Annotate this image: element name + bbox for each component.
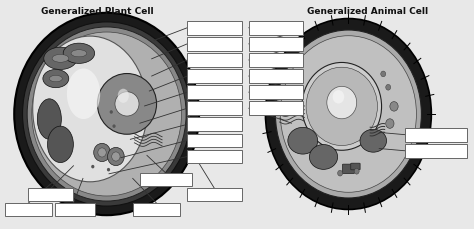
FancyBboxPatch shape: [342, 164, 354, 174]
FancyBboxPatch shape: [249, 22, 303, 35]
FancyBboxPatch shape: [405, 129, 467, 142]
FancyBboxPatch shape: [249, 102, 303, 116]
Text: Generalized Plant Cell: Generalized Plant Cell: [41, 7, 154, 16]
Ellipse shape: [265, 19, 431, 210]
Ellipse shape: [381, 72, 386, 77]
FancyBboxPatch shape: [187, 150, 242, 164]
Text: Generalized Animal Cell: Generalized Animal Cell: [307, 7, 428, 16]
Ellipse shape: [107, 168, 110, 172]
Ellipse shape: [306, 68, 377, 146]
Ellipse shape: [302, 63, 382, 151]
Ellipse shape: [115, 92, 139, 117]
FancyBboxPatch shape: [187, 70, 242, 84]
FancyBboxPatch shape: [351, 164, 360, 170]
Ellipse shape: [14, 14, 199, 215]
Ellipse shape: [49, 76, 62, 82]
FancyBboxPatch shape: [249, 38, 303, 52]
FancyBboxPatch shape: [133, 203, 180, 216]
Ellipse shape: [33, 37, 147, 182]
Ellipse shape: [63, 44, 95, 64]
Ellipse shape: [275, 31, 421, 198]
FancyBboxPatch shape: [187, 38, 242, 52]
Ellipse shape: [43, 70, 69, 88]
Ellipse shape: [108, 148, 124, 166]
FancyBboxPatch shape: [187, 134, 242, 148]
Ellipse shape: [333, 91, 344, 104]
Ellipse shape: [112, 152, 120, 161]
Ellipse shape: [354, 169, 359, 174]
Ellipse shape: [44, 48, 77, 70]
Ellipse shape: [52, 55, 69, 63]
FancyBboxPatch shape: [5, 203, 52, 216]
FancyBboxPatch shape: [187, 118, 242, 132]
FancyBboxPatch shape: [249, 86, 303, 100]
FancyBboxPatch shape: [140, 173, 192, 187]
Ellipse shape: [91, 165, 94, 169]
FancyBboxPatch shape: [187, 188, 242, 202]
Ellipse shape: [71, 51, 87, 57]
Ellipse shape: [390, 102, 398, 112]
Ellipse shape: [327, 87, 356, 119]
FancyBboxPatch shape: [187, 22, 242, 35]
Ellipse shape: [112, 125, 116, 128]
FancyBboxPatch shape: [187, 102, 242, 116]
Ellipse shape: [94, 144, 110, 162]
Ellipse shape: [23, 23, 191, 206]
Ellipse shape: [98, 148, 106, 157]
Ellipse shape: [386, 85, 391, 91]
Ellipse shape: [32, 33, 182, 196]
Ellipse shape: [98, 74, 156, 135]
FancyBboxPatch shape: [405, 145, 467, 158]
Ellipse shape: [109, 111, 113, 114]
Ellipse shape: [27, 28, 186, 201]
Ellipse shape: [47, 127, 73, 163]
Ellipse shape: [280, 37, 416, 192]
FancyBboxPatch shape: [249, 54, 303, 68]
FancyBboxPatch shape: [55, 203, 95, 216]
Ellipse shape: [360, 130, 386, 153]
FancyBboxPatch shape: [187, 54, 242, 68]
Ellipse shape: [37, 99, 61, 140]
Ellipse shape: [310, 145, 337, 170]
FancyBboxPatch shape: [249, 70, 303, 84]
Ellipse shape: [386, 119, 394, 129]
Ellipse shape: [337, 171, 343, 176]
Ellipse shape: [118, 89, 129, 104]
Ellipse shape: [67, 69, 100, 120]
Ellipse shape: [288, 128, 318, 154]
FancyBboxPatch shape: [187, 86, 242, 100]
FancyBboxPatch shape: [28, 188, 73, 202]
